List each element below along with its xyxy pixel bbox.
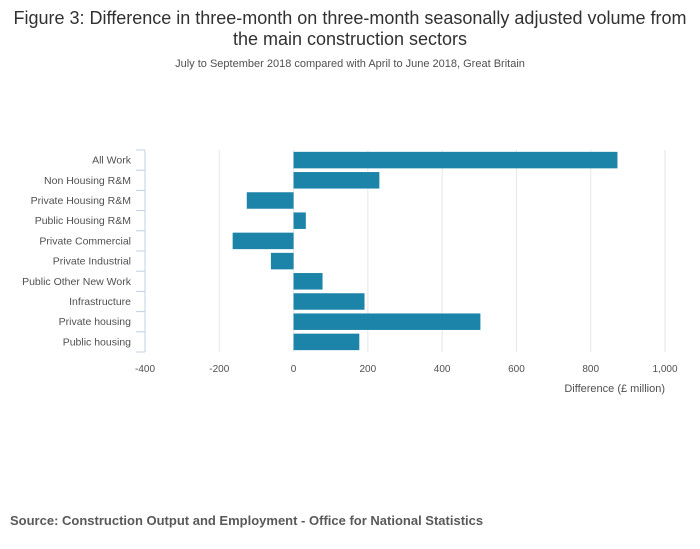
category-label: Public Housing R&M	[35, 215, 131, 227]
category-label: All Work	[92, 155, 132, 167]
x-tick-label: 600	[508, 364, 525, 375]
bar	[293, 212, 306, 229]
category-label: Private housing	[59, 316, 132, 328]
category-label: Infrastructure	[69, 296, 131, 308]
category-label: Non Housing R&M	[44, 175, 131, 187]
bar	[293, 333, 360, 351]
chart-title: Figure 3: Difference in three-month on t…	[13, 8, 687, 49]
category-label: Private Housing R&M	[31, 195, 131, 207]
bar	[293, 293, 365, 310]
category-label: Private Commercial	[39, 235, 131, 247]
x-tick-label: -400	[135, 364, 155, 375]
x-tick-label: -200	[209, 364, 229, 375]
x-tick-label: 0	[291, 364, 297, 375]
bar	[293, 313, 481, 330]
bar	[293, 151, 618, 169]
bar	[270, 252, 294, 270]
source-note: Source: Construction Output and Employme…	[10, 513, 484, 528]
bar	[232, 232, 294, 250]
category-label: Public Other New Work	[22, 276, 132, 288]
x-axis-title: Difference (£ million)	[564, 383, 665, 395]
x-tick-label: 1,000	[652, 364, 677, 375]
category-axis	[136, 149, 146, 353]
category-label: Private Industrial	[53, 256, 131, 268]
tick-labels: -400 -200 0 200 400 600 800 1,000 All Work Non Ho…	[22, 155, 678, 375]
chart-subtitle: July to September 2018 compared with Apr…	[175, 58, 525, 70]
x-tick-label: 800	[582, 364, 599, 375]
x-tick-label: 200	[360, 364, 377, 375]
bar	[293, 273, 323, 290]
bar	[246, 192, 294, 209]
bar	[293, 172, 380, 189]
category-label: Public housing	[63, 336, 131, 348]
bars	[232, 151, 618, 351]
x-tick-label: 400	[434, 364, 451, 375]
